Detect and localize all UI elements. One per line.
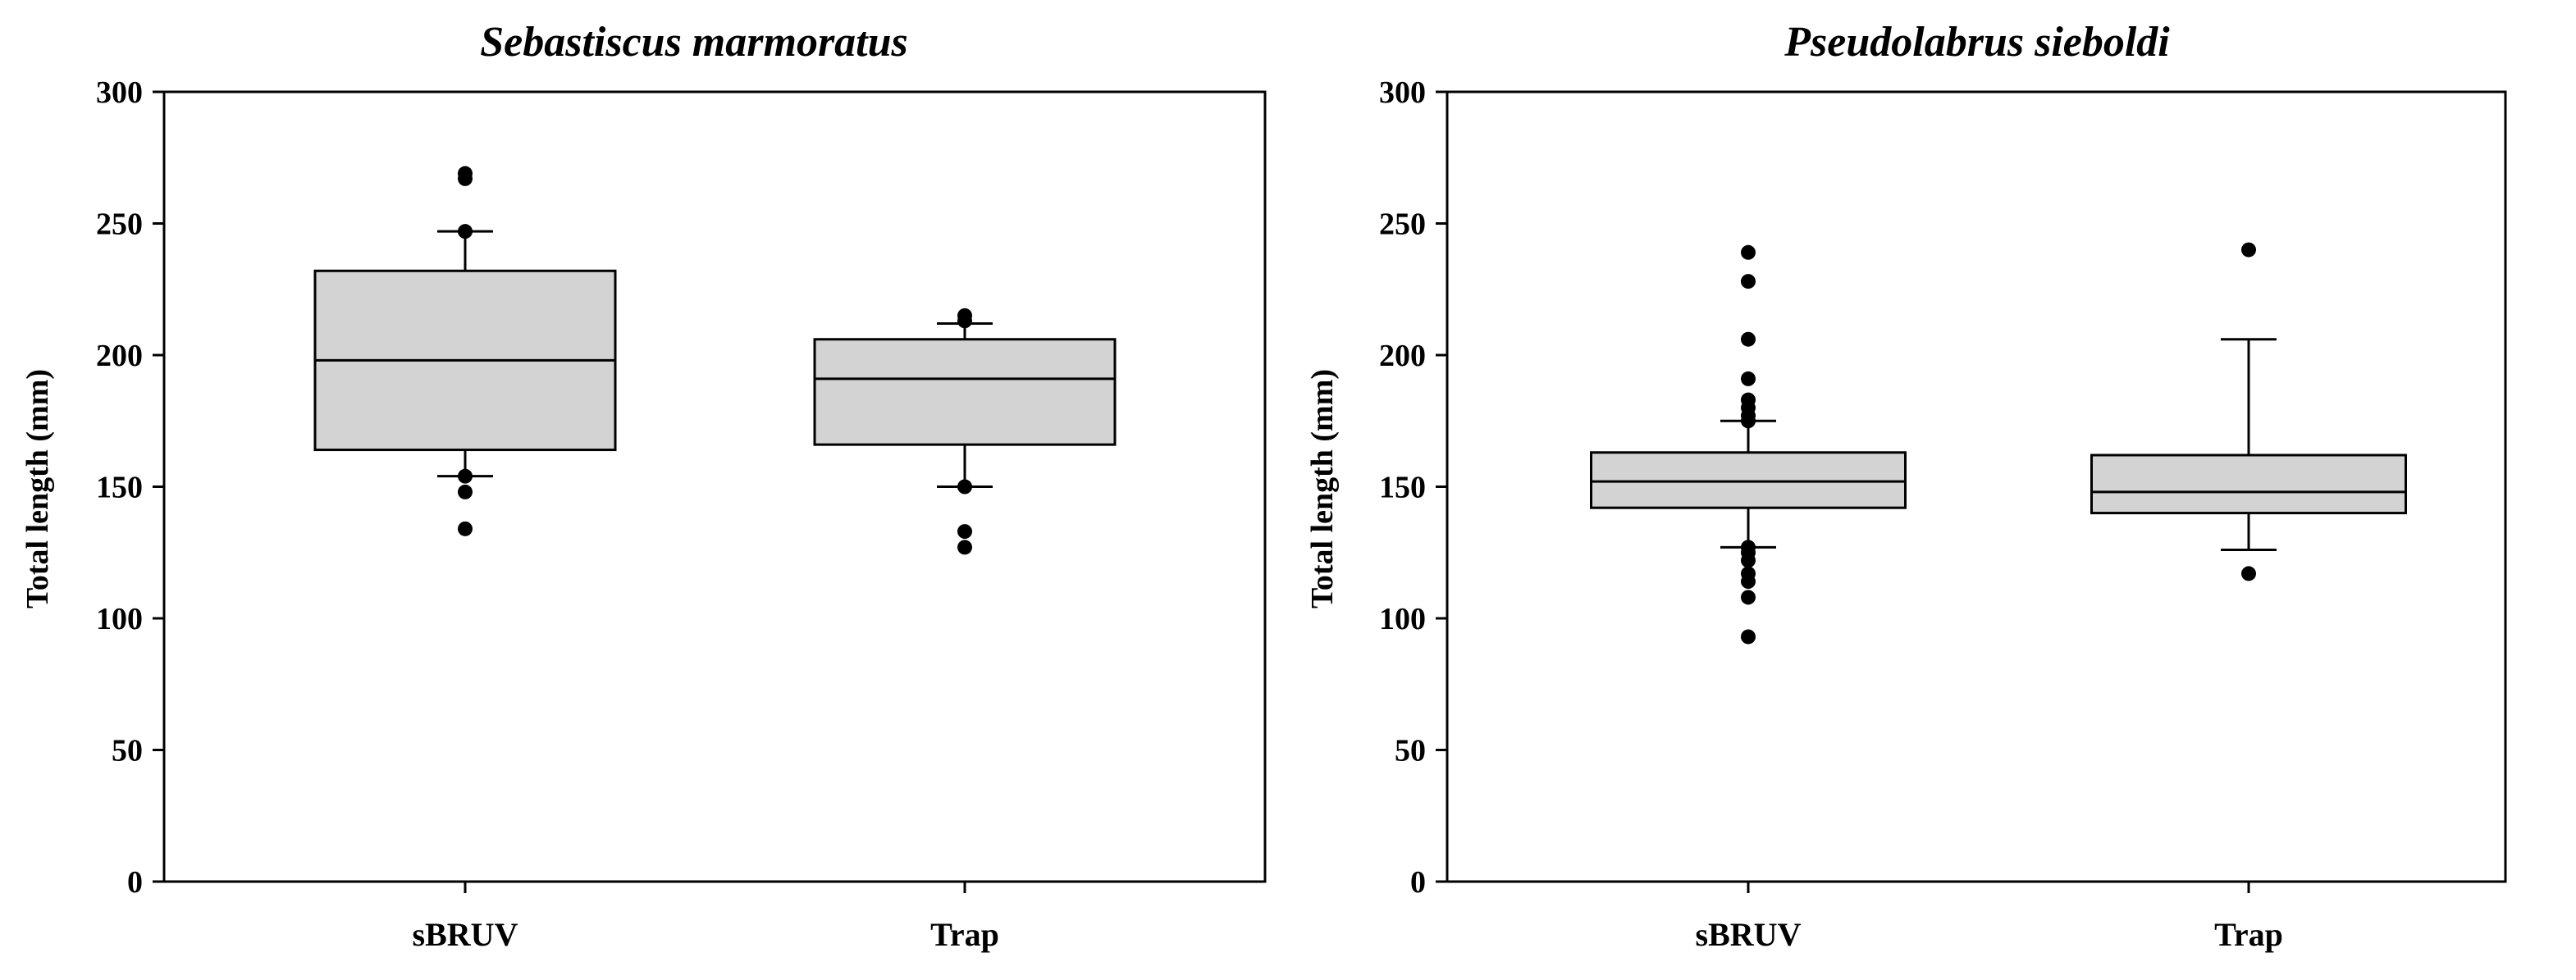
chart-title: Pseudolabrus sieboldi	[1784, 19, 2170, 66]
outlier-point	[957, 524, 972, 540]
y-tick-label: 300	[96, 75, 143, 110]
outlier-point	[458, 166, 473, 181]
outlier-point	[1741, 371, 1756, 386]
outlier-point	[1741, 629, 1756, 645]
y-tick-label: 200	[1379, 339, 1426, 373]
y-axis-label: Total length (mm)	[21, 369, 55, 609]
box-iqr	[813, 338, 1117, 446]
box-iqr	[1590, 451, 1907, 509]
outlier-point	[458, 484, 473, 499]
y-tick-label: 200	[96, 339, 143, 373]
box-iqr	[2090, 454, 2407, 515]
y-tick-label: 0	[1410, 865, 1426, 900]
y-axis-label: Total length (mm)	[1305, 369, 1340, 609]
x-tick-label: Trap	[930, 916, 999, 953]
y-tick-label: 250	[1379, 207, 1426, 242]
x-tick-label: sBRUV	[1696, 916, 1802, 953]
y-tick-label: 100	[1379, 602, 1426, 636]
outlier-point	[458, 468, 473, 484]
outlier-point	[2241, 242, 2256, 258]
outlier-point	[1741, 274, 1756, 289]
y-tick-label: 150	[1379, 471, 1426, 505]
outlier-point	[957, 540, 972, 555]
outlier-point	[1741, 392, 1756, 408]
outlier-point	[1741, 540, 1756, 555]
chart-title: Sebastiscus marmoratus	[480, 19, 908, 66]
y-tick-label: 300	[1379, 75, 1426, 110]
y-tick-label: 250	[96, 207, 143, 242]
outlier-point	[458, 224, 473, 239]
x-tick-label: sBRUV	[413, 916, 518, 953]
outlier-point	[1741, 590, 1756, 605]
outlier-point	[1741, 331, 1756, 347]
chart-panel-pseudolabrus: Pseudolabrus sieboldi Total length (mm) …	[1305, 19, 2507, 953]
y-tick-label: 100	[96, 602, 143, 636]
y-tick-label: 50	[1395, 734, 1426, 768]
outlier-point	[957, 308, 972, 323]
x-tick-label: Trap	[2214, 916, 2283, 953]
outlier-point	[2241, 566, 2256, 581]
y-tick-label: 50	[112, 734, 143, 768]
plot-frame	[162, 90, 1267, 883]
chart-panel-sebastiscus: Sebastiscus marmoratus Total length (mm)…	[21, 19, 1267, 953]
outlier-point	[458, 521, 473, 536]
y-tick-label: 0	[127, 865, 143, 900]
outlier-point	[1741, 566, 1756, 581]
outlier-point	[1741, 244, 1756, 260]
y-tick-label: 150	[96, 471, 143, 505]
outlier-point	[957, 479, 972, 495]
